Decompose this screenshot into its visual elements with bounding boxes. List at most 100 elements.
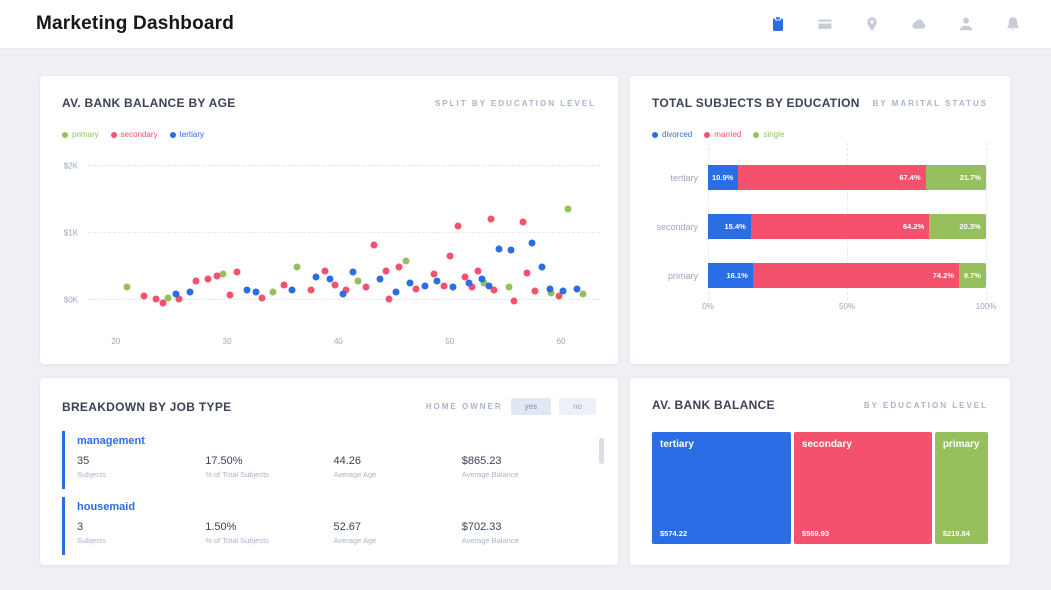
scatter-dot-primary[interactable]	[219, 270, 227, 278]
scatter-dot-tertiary[interactable]	[433, 277, 441, 285]
bar-segment-married[interactable]: 67.4%	[738, 165, 926, 190]
cloud-icon[interactable]	[911, 16, 927, 32]
scatter-dot-tertiary[interactable]	[478, 275, 486, 283]
scatter-dot-primary[interactable]	[480, 279, 488, 287]
scatter-dot-primary[interactable]	[269, 288, 277, 296]
scatter-dot-tertiary[interactable]	[538, 263, 546, 271]
scatter-dot-tertiary[interactable]	[465, 279, 473, 287]
bar-segment-single[interactable]: 20.3%	[929, 214, 986, 239]
bar-segment-married[interactable]: 64.2%	[750, 214, 930, 239]
home-owner-no-button[interactable]: no	[559, 398, 596, 415]
scatter-dot-tertiary[interactable]	[288, 286, 296, 294]
scatter-dot-tertiary[interactable]	[243, 286, 251, 294]
scatter-dot-secondary[interactable]	[385, 295, 393, 303]
treemap-block-primary[interactable]: primary $219.84	[934, 432, 988, 544]
scatter-dot-tertiary[interactable]	[495, 245, 503, 253]
scatter-dot-primary[interactable]	[564, 205, 572, 213]
scatter-dot-secondary[interactable]	[192, 277, 200, 285]
scatter-dot-tertiary[interactable]	[406, 279, 414, 287]
scatter-dot-primary[interactable]	[547, 289, 555, 297]
scatter-dot-secondary[interactable]	[321, 267, 329, 275]
scatter-dot-secondary[interactable]	[226, 291, 234, 299]
scatter-dot-primary[interactable]	[354, 277, 362, 285]
scatter-dot-secondary[interactable]	[258, 294, 266, 302]
scatter-dot-secondary[interactable]	[152, 295, 160, 303]
legend-item-single[interactable]: single	[753, 130, 784, 139]
scatter-dot-primary[interactable]	[505, 283, 513, 291]
scatter-dot-secondary[interactable]	[468, 283, 476, 291]
scatter-dot-tertiary[interactable]	[573, 285, 581, 293]
scatter-dot-tertiary[interactable]	[507, 246, 515, 254]
scatter-dot-tertiary[interactable]	[186, 288, 194, 296]
bar-segment-single[interactable]: 21.7%	[925, 165, 986, 190]
user-icon[interactable]	[958, 16, 974, 32]
scatter-dot-secondary[interactable]	[233, 268, 241, 276]
scatter-dot-secondary[interactable]	[531, 287, 539, 295]
scatter-dot-tertiary[interactable]	[528, 239, 536, 247]
job-row-housemaid[interactable]: housemaid 3 Subjects 1.50% % of Total Subjec…	[62, 497, 590, 555]
legend-item-secondary[interactable]: secondary	[110, 130, 158, 139]
scatter-dot-secondary[interactable]	[474, 267, 482, 275]
scatter-dot-secondary[interactable]	[280, 281, 288, 289]
scatter-dot-secondary[interactable]	[140, 292, 148, 300]
scatter-dot-secondary[interactable]	[490, 286, 498, 294]
scatter-dot-secondary[interactable]	[487, 215, 495, 222]
scatter-dot-secondary[interactable]	[555, 292, 563, 300]
scatter-dot-tertiary[interactable]	[392, 288, 400, 296]
bar-segment-divorced[interactable]: 15.4%	[708, 214, 751, 239]
scatter-dot-secondary[interactable]	[412, 285, 420, 293]
scatter-dot-secondary[interactable]	[307, 286, 315, 294]
treemap-block-secondary[interactable]: secondary $569.93	[793, 432, 932, 544]
scrollbar-thumb[interactable]	[599, 438, 604, 464]
scatter-dot-secondary[interactable]	[213, 272, 221, 280]
scatter-dot-tertiary[interactable]	[421, 282, 429, 290]
clipboard-icon[interactable]	[770, 16, 786, 32]
bar-segment-divorced[interactable]: 16.1%	[708, 263, 753, 288]
scatter-dot-tertiary[interactable]	[376, 275, 384, 283]
scatter-dot-secondary[interactable]	[454, 222, 462, 230]
bell-icon[interactable]	[1005, 16, 1021, 32]
bar-segment-divorced[interactable]: 10.9%	[708, 165, 739, 190]
bar-segment-single[interactable]: 9.7%	[959, 263, 986, 288]
scatter-dot-tertiary[interactable]	[172, 290, 180, 298]
scatter-dot-tertiary[interactable]	[449, 283, 457, 291]
scatter-dot-secondary[interactable]	[175, 295, 183, 303]
bar-segment-married[interactable]: 74.2%	[752, 263, 960, 288]
scatter-dot-tertiary[interactable]	[312, 273, 320, 281]
scatter-dot-primary[interactable]	[579, 290, 587, 298]
scatter-dot-secondary[interactable]	[204, 275, 212, 283]
scatter-dot-tertiary[interactable]	[559, 287, 567, 295]
scatter-dot-secondary[interactable]	[446, 252, 454, 260]
legend-item-divorced[interactable]: divorced	[652, 130, 692, 139]
scatter-dot-tertiary[interactable]	[485, 282, 493, 290]
legend-item-tertiary[interactable]: tertiary	[169, 130, 204, 139]
card-icon[interactable]	[817, 16, 833, 32]
legend-item-married[interactable]: married	[704, 130, 741, 139]
scatter-dot-tertiary[interactable]	[546, 285, 554, 293]
scatter-dot-secondary[interactable]	[440, 282, 448, 290]
legend-item-primary[interactable]: primary	[62, 130, 99, 139]
scatter-dot-tertiary[interactable]	[349, 268, 357, 276]
scatter-dot-tertiary[interactable]	[339, 290, 347, 298]
scatter-dot-tertiary[interactable]	[252, 288, 260, 296]
scatter-dot-secondary[interactable]	[362, 283, 370, 291]
scatter-dot-secondary[interactable]	[395, 263, 403, 271]
scatter-dot-secondary[interactable]	[461, 273, 469, 281]
scatter-dot-secondary[interactable]	[159, 299, 167, 306]
treemap-block-tertiary[interactable]: tertiary $574.22	[652, 432, 791, 544]
scatter-dot-tertiary[interactable]	[326, 275, 334, 283]
scatter-dot-secondary[interactable]	[382, 267, 390, 275]
scatter-dot-secondary[interactable]	[510, 297, 518, 305]
scatter-dot-primary[interactable]	[164, 294, 172, 302]
scatter-dot-primary[interactable]	[402, 257, 410, 265]
scatter-dot-secondary[interactable]	[342, 286, 350, 294]
scatter-dot-secondary[interactable]	[331, 281, 339, 289]
scatter-dot-primary[interactable]	[293, 263, 301, 271]
job-row-management[interactable]: management 35 Subjects 17.50% % of Total Sub…	[62, 431, 590, 489]
scatter-dot-primary[interactable]	[123, 283, 131, 291]
scatter-dot-secondary[interactable]	[370, 241, 378, 249]
scatter-dot-secondary[interactable]	[519, 218, 527, 226]
pin-icon[interactable]	[864, 16, 880, 32]
home-owner-yes-button[interactable]: yes	[510, 398, 552, 415]
scatter-dot-secondary[interactable]	[523, 269, 531, 277]
